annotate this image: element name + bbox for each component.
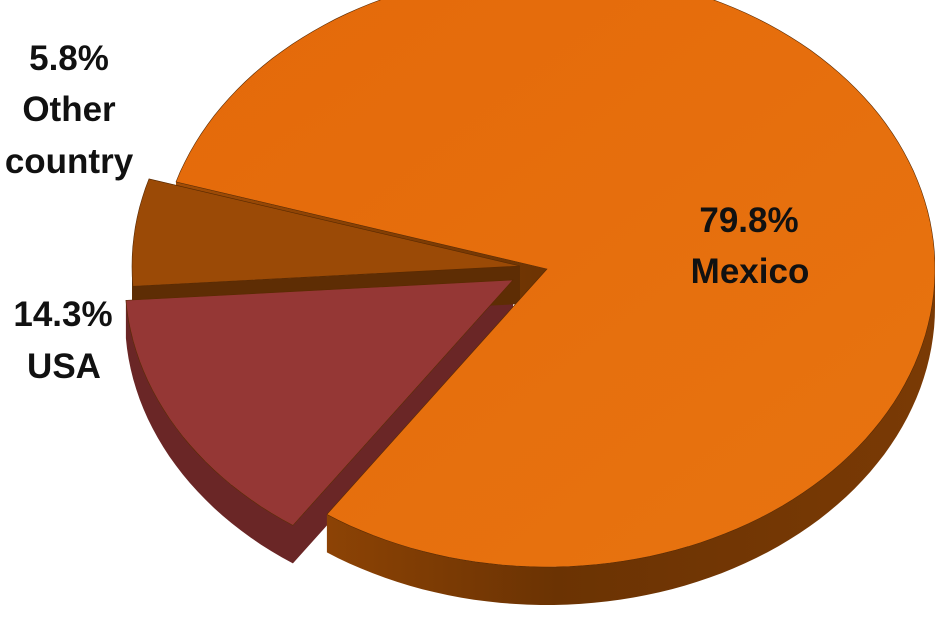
slice-other-country [131,178,521,287]
data-label-other-name: Other [22,90,116,129]
data-label-usa-name: USA [27,347,101,386]
slice-usa [125,279,514,526]
data-label-other-value: 5.8% [29,39,109,78]
data-label-mexico-name: Mexico [691,252,810,291]
slice-mexico [175,0,935,568]
pie-tops [125,0,935,568]
slice-side-usa [125,280,514,564]
data-label-usa-value: 14.3% [13,295,112,334]
data-labels: 79.8% Mexico 14.3% USA 5.8% Other countr… [5,39,810,386]
data-label-other-name-line2: country [5,142,134,181]
data-label-mexico-value: 79.8% [699,201,798,240]
